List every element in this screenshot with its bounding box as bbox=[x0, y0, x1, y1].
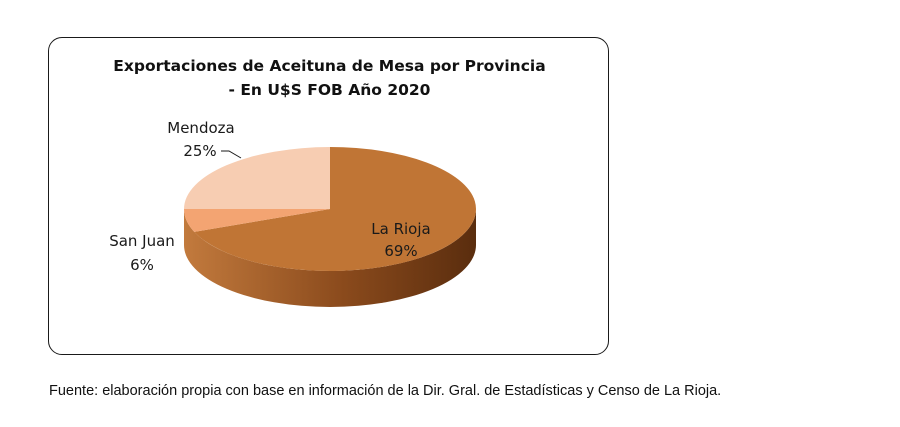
pie-side-walls bbox=[184, 209, 476, 307]
pie-top-slices bbox=[184, 147, 477, 271]
chart-frame: Exportaciones de Aceituna de Mesa por Pr… bbox=[48, 37, 609, 355]
source-note: Fuente: elaboración propia con base en i… bbox=[49, 383, 722, 399]
label-mendoza: Mendoza bbox=[167, 119, 234, 137]
pie-side-wall bbox=[184, 209, 476, 307]
pie-slice-la-rioja bbox=[194, 147, 477, 271]
value-san-juan: 6% bbox=[130, 256, 154, 274]
chart-title-line1: Exportaciones de Aceituna de Mesa por Pr… bbox=[113, 57, 546, 75]
pie-chart: La Rioja 69% San Juan 6% Mendoza 25% bbox=[109, 119, 477, 307]
pie-slice-san-juan bbox=[184, 209, 330, 232]
leader-line-mendoza bbox=[221, 150, 242, 159]
pie-slice-mendoza bbox=[184, 147, 330, 209]
pie-labels: La Rioja 69% San Juan 6% Mendoza 25% bbox=[109, 119, 431, 274]
label-san-juan: San Juan bbox=[109, 232, 175, 250]
label-la-rioja: La Rioja bbox=[371, 220, 430, 238]
chart-title: Exportaciones de Aceituna de Mesa por Pr… bbox=[49, 54, 610, 102]
chart-title-line2: - En U$S FOB Año 2020 bbox=[228, 81, 431, 99]
value-mendoza: 25% bbox=[183, 142, 216, 160]
value-la-rioja: 69% bbox=[384, 242, 417, 260]
